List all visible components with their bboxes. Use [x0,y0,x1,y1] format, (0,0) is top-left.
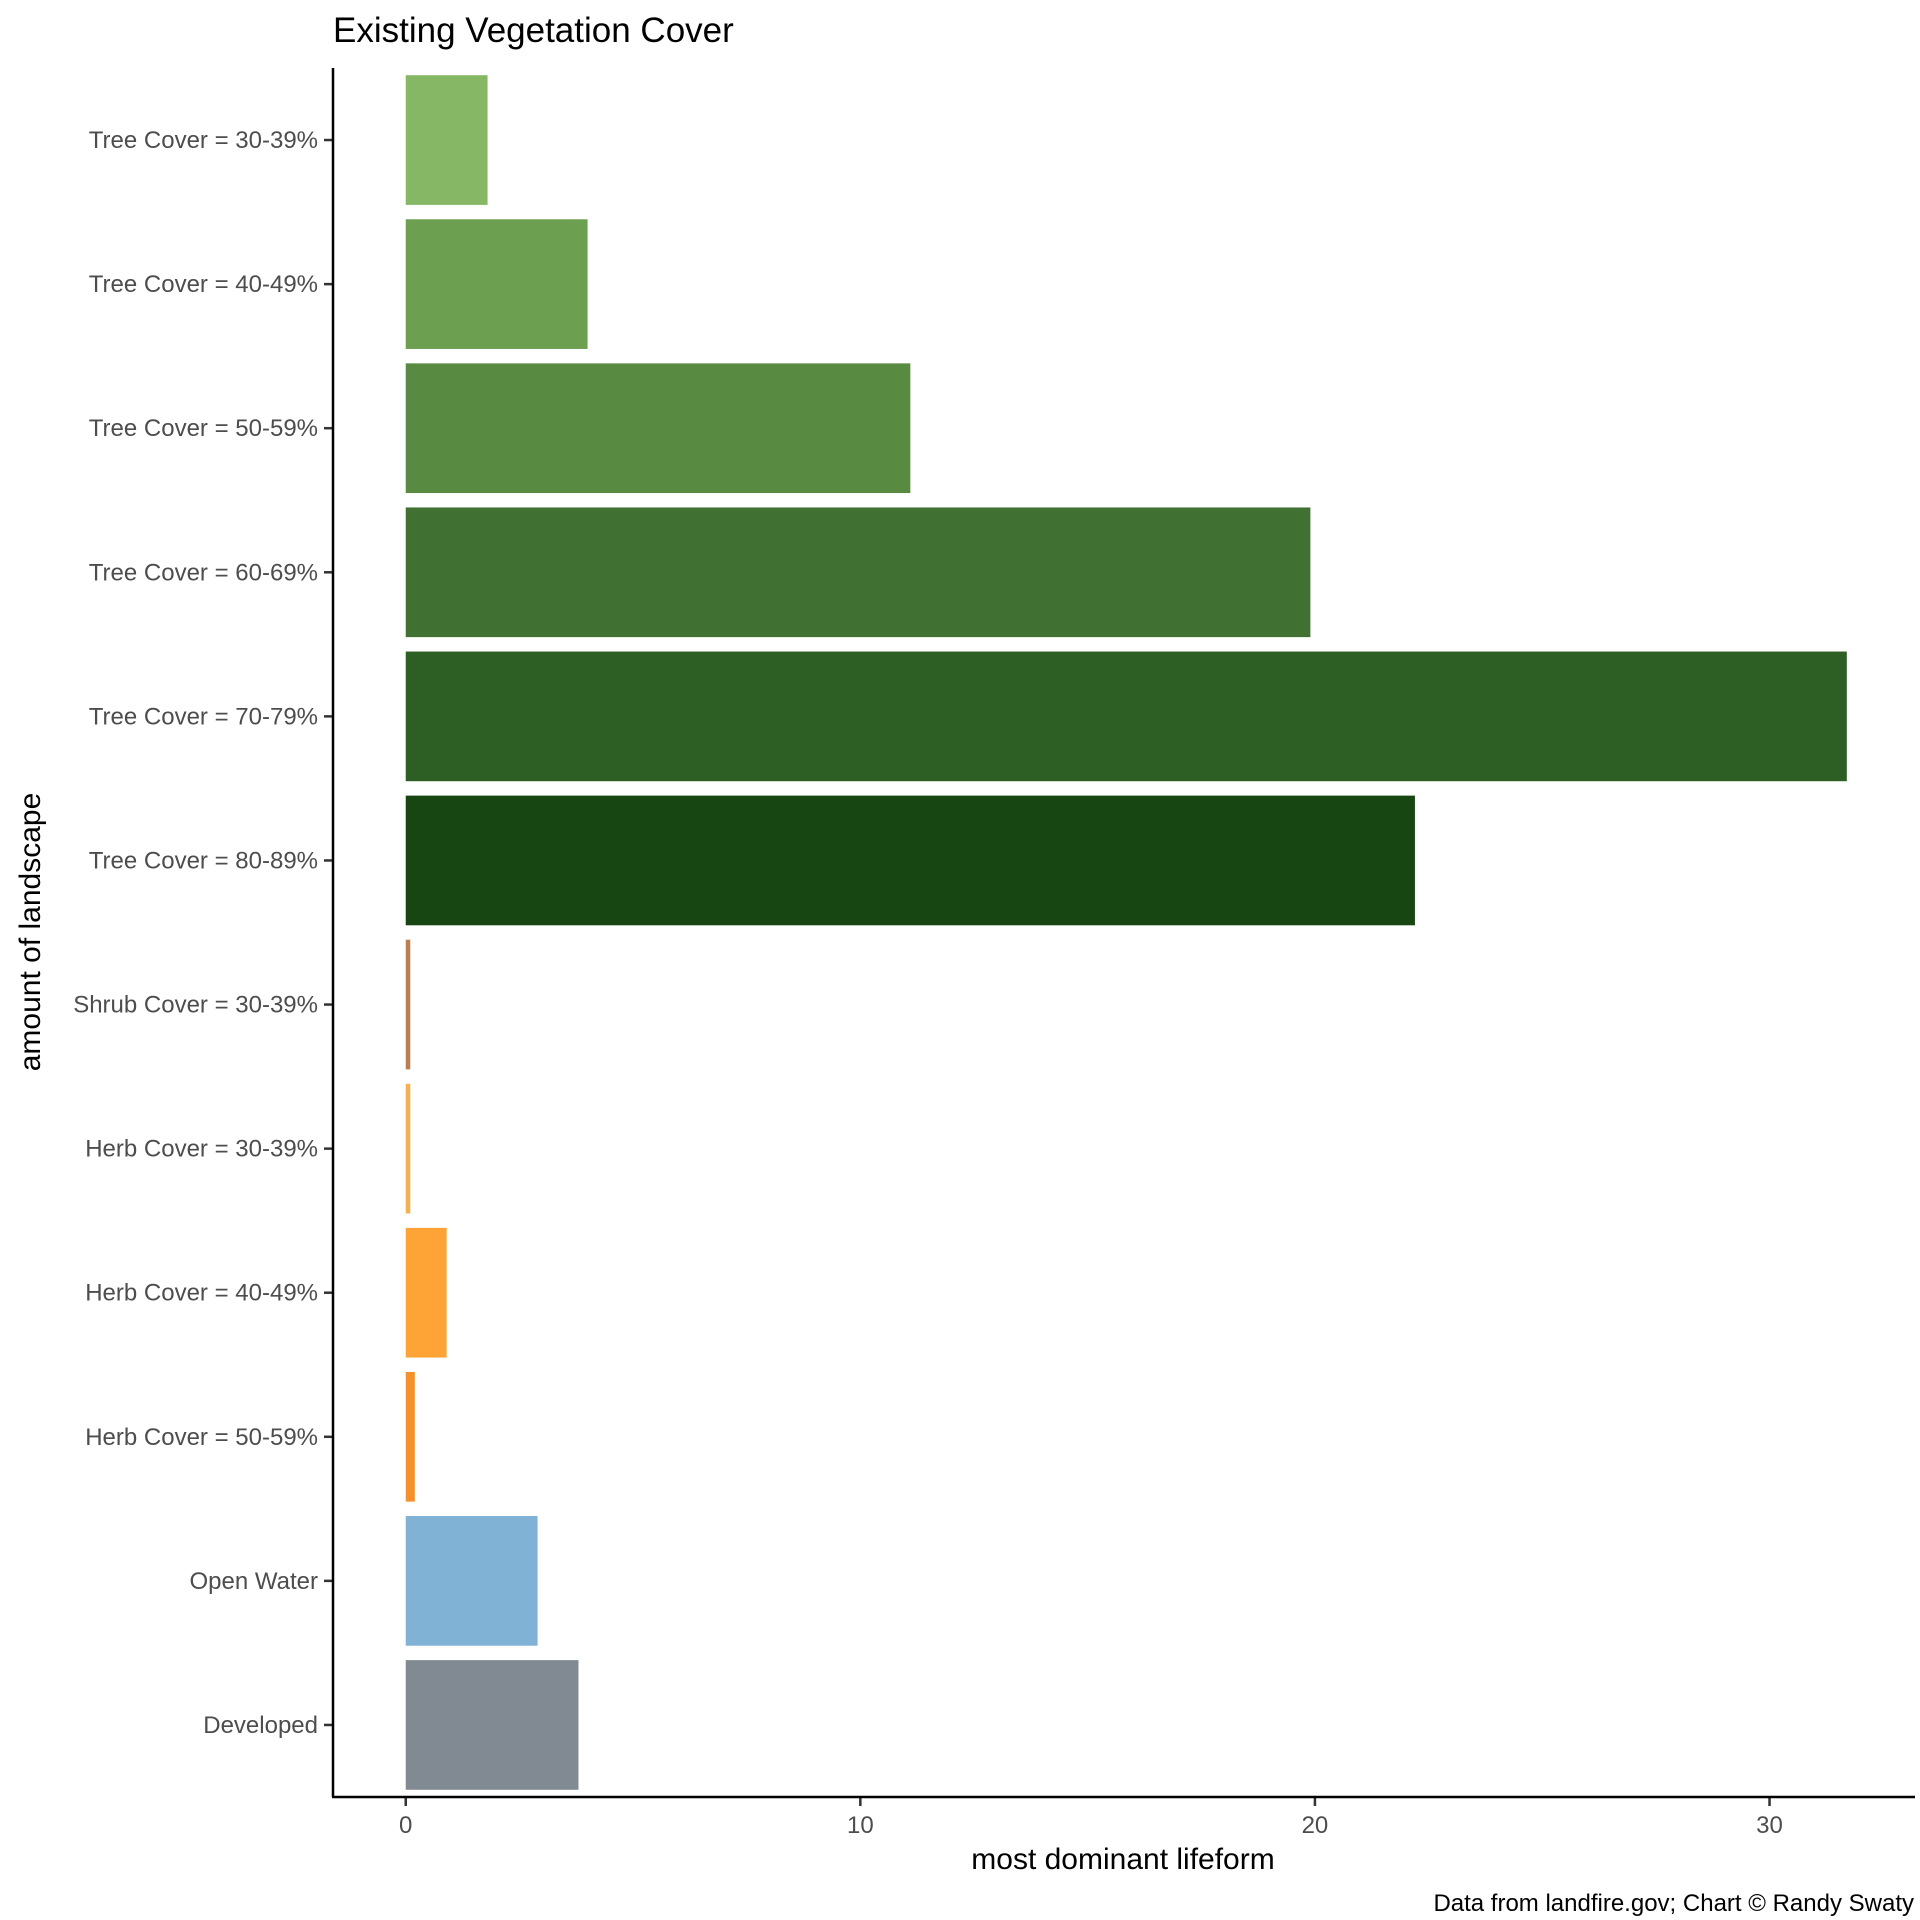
y-axis-ticks: Tree Cover = 30-39% Tree Cover = 40-49% Tr… [73,127,333,1739]
y-tick-label: Shrub Cover = 30-39% [73,992,318,1019]
bar [405,219,588,349]
chart-caption: Data from landfire.gov; Chart © Randy Sw… [1433,1890,1914,1917]
x-tick-label: 30 [1756,1812,1783,1839]
bar [405,795,1415,926]
x-axis-ticks: 0 10 20 30 [399,1797,1783,1839]
x-tick-label: 10 [847,1812,874,1839]
x-tick-label: 20 [1302,1812,1329,1839]
y-tick-label: Tree Cover = 30-39% [89,127,318,154]
bar [405,75,488,205]
y-tick-label: Tree Cover = 40-49% [89,271,318,298]
bar [405,507,1311,638]
y-tick-label: Tree Cover = 70-79% [89,703,318,730]
y-tick-label: Tree Cover = 50-59% [89,415,318,442]
bar [405,1371,415,1502]
bar [405,363,911,494]
y-axis-title: amount of landscape [14,793,47,1072]
y-tick-label: Tree Cover = 60-69% [89,559,318,586]
y-tick-label: Tree Cover = 80-89% [89,847,318,874]
y-tick-label: Open Water [190,1568,319,1595]
bar [405,939,411,1070]
bar [405,1516,538,1646]
x-axis-title: most dominant lifeform [971,1843,1274,1876]
y-tick-label: Herb Cover = 50-59% [85,1424,318,1451]
bars-group [405,75,1847,1790]
bar [405,651,1847,782]
y-tick-label: Developed [203,1712,318,1739]
y-tick-label: Herb Cover = 30-39% [85,1136,318,1163]
bar [405,1660,579,1790]
bar [405,1083,411,1214]
chart-title: Existing Vegetation Cover [333,11,734,50]
bar [405,1227,447,1358]
x-tick-label: 0 [399,1812,412,1839]
y-tick-label: Herb Cover = 40-49% [85,1280,318,1307]
